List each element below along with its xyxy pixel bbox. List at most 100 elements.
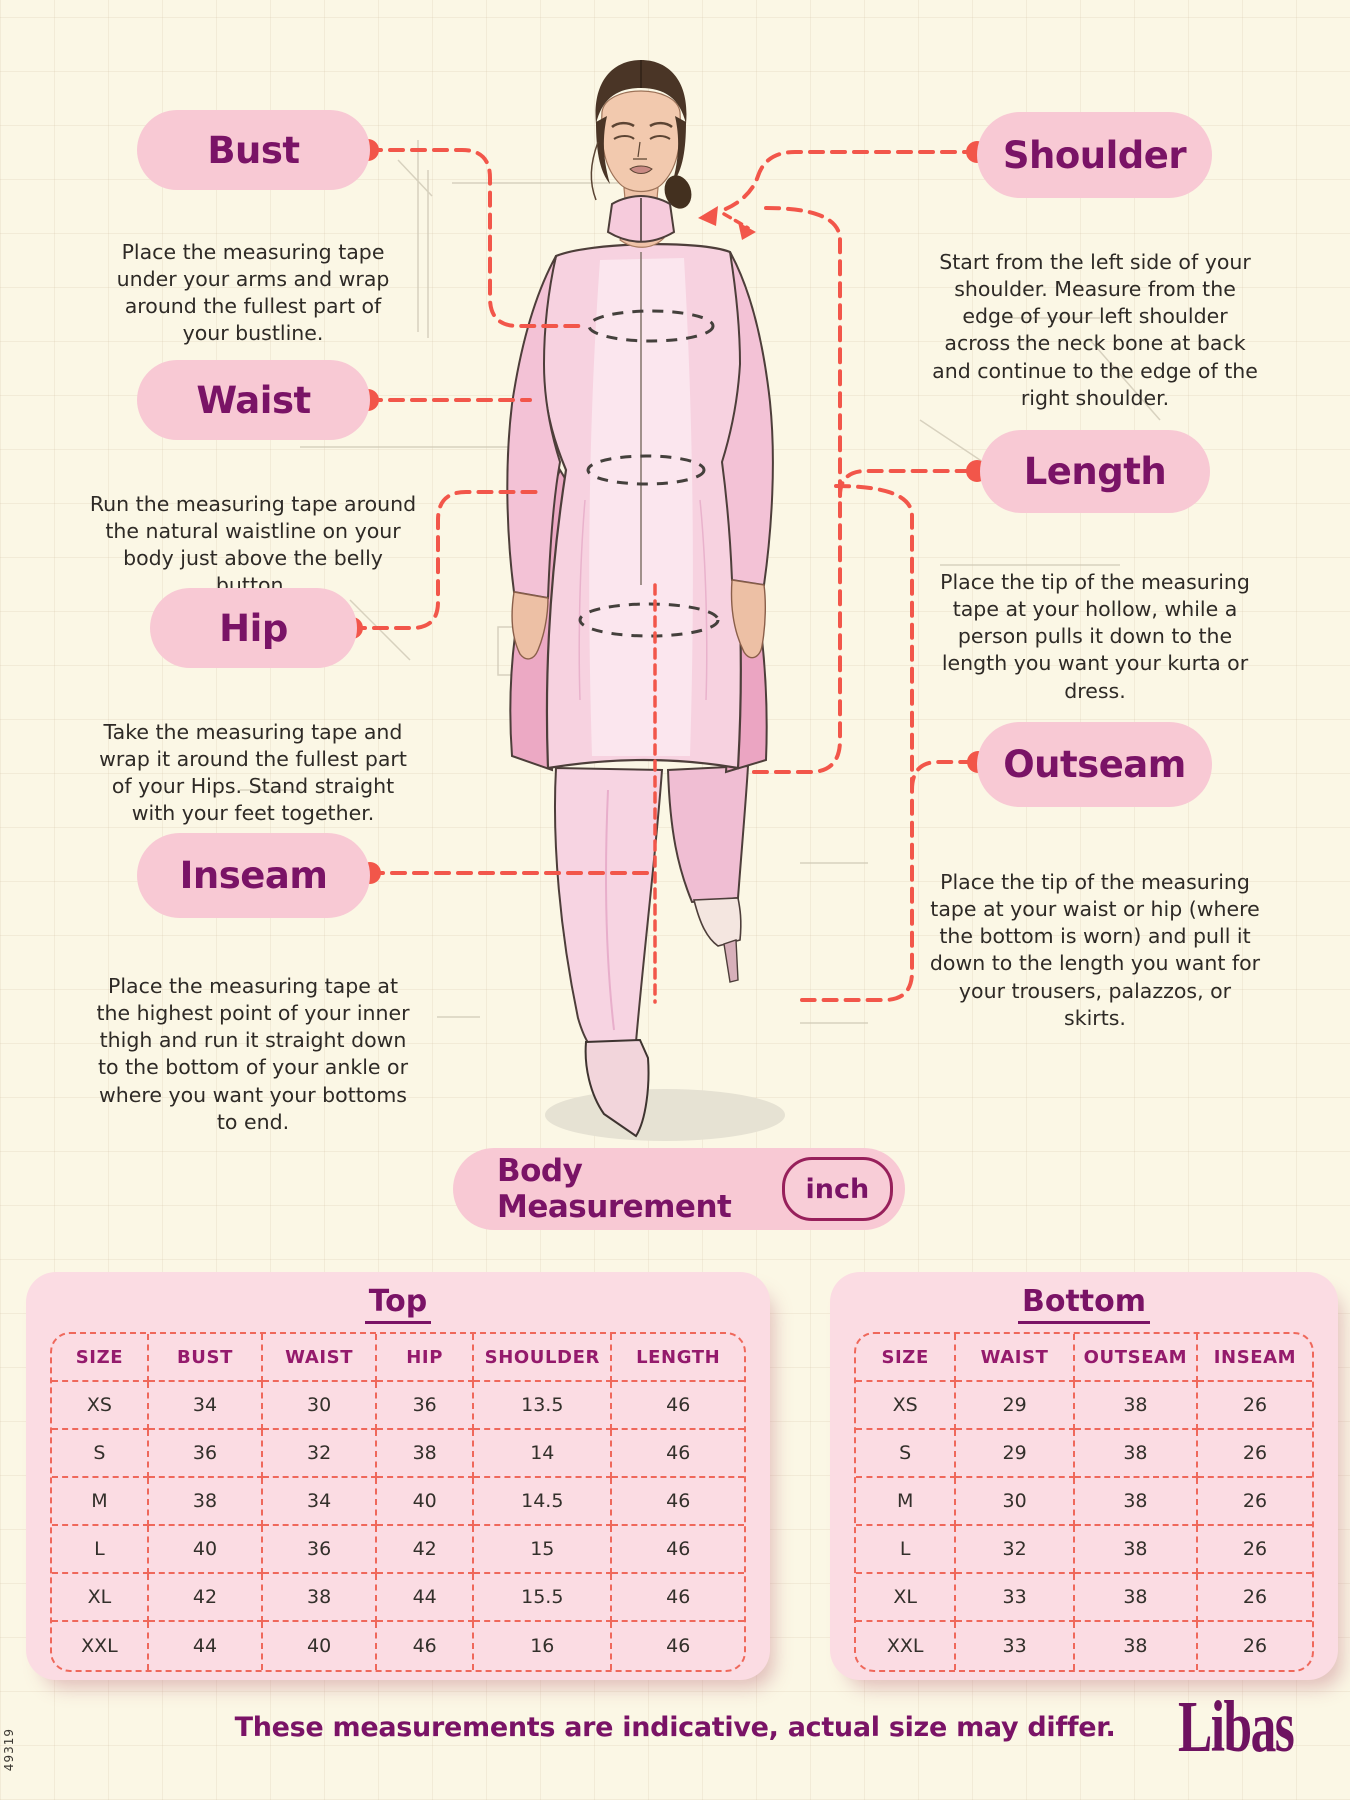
top-size-table-panel: Top SIZE BUST WAIST HIP SHOULDER LENGTH XS 34 30… xyxy=(26,1272,770,1680)
table-cell: XXL xyxy=(856,1622,957,1670)
bust-label-pill: Bust xyxy=(137,110,370,190)
table-header-cell: WAIST xyxy=(956,1334,1075,1382)
table-cell: 42 xyxy=(377,1526,475,1574)
waist-description: Run the measuring tape around the natura… xyxy=(89,491,417,598)
bottom-size-table: SIZE WAIST OUTSEAM INSEAM XS 29 38 26 S 29 38 26 M 30… xyxy=(854,1332,1314,1672)
hip-description: Take the measuring tape and wrap it arou… xyxy=(99,719,407,826)
shoulder-label-pill: Shoulder xyxy=(977,112,1212,198)
table-header-cell: INSEAM xyxy=(1197,1334,1312,1382)
table-cell: XL xyxy=(856,1574,957,1622)
bust-description: Place the measuring tape under your arms… xyxy=(116,239,390,346)
table-cell: 38 xyxy=(377,1430,475,1478)
table-header-cell: SIZE xyxy=(52,1334,149,1382)
table-header-cell: WAIST xyxy=(263,1334,378,1382)
length-label: Length xyxy=(1023,450,1167,493)
table-cell: XS xyxy=(52,1382,149,1430)
shoulder-label: Shoulder xyxy=(1002,133,1187,177)
table-cell: L xyxy=(52,1526,149,1574)
table-header-cell: LENGTH xyxy=(612,1334,744,1382)
table-cell: L xyxy=(856,1526,957,1574)
body-measurement-badge: Body Measurement inch xyxy=(453,1148,905,1230)
table-cell: 36 xyxy=(263,1526,378,1574)
waist-line-ellipse xyxy=(586,454,706,486)
outseam-branch-line xyxy=(910,760,980,792)
table-cell: XS xyxy=(856,1382,957,1430)
outseam-label-pill: Outseam xyxy=(977,722,1212,807)
table-header-cell: OUTSEAM xyxy=(1074,1334,1198,1382)
table-cell: 42 xyxy=(148,1574,264,1622)
measurement-ellipses xyxy=(578,309,720,638)
table-cell: 26 xyxy=(1197,1574,1312,1622)
table-cell: 40 xyxy=(263,1622,378,1670)
bottom-size-table-panel: Bottom SIZE WAIST OUTSEAM INSEAM XS 29 38 26 S 29… xyxy=(830,1272,1338,1680)
table-header-cell: SIZE xyxy=(856,1334,957,1382)
outseam-description: Place the tip of the measuring tape at y… xyxy=(929,869,1261,1030)
table-cell: XXL xyxy=(52,1622,149,1670)
length-branch-line xyxy=(838,469,979,498)
table-cell: 26 xyxy=(1197,1382,1312,1430)
table-cell: 46 xyxy=(377,1622,475,1670)
table-cell: 38 xyxy=(1074,1478,1198,1526)
shoulder-arrowhead-right xyxy=(738,222,756,240)
leader-arrowheads xyxy=(698,206,756,240)
table-cell: 34 xyxy=(263,1478,378,1526)
side-reference-code: 49319 xyxy=(2,1728,16,1772)
bust-line-ellipse xyxy=(587,309,715,343)
table-cell: 15 xyxy=(474,1526,613,1574)
bust-leader-line xyxy=(366,148,588,328)
inseam-label-pill: Inseam xyxy=(137,833,370,918)
table-cell: M xyxy=(856,1478,957,1526)
table-cell: 46 xyxy=(612,1526,744,1574)
ground-shadow xyxy=(545,1089,785,1141)
table-cell: 36 xyxy=(148,1430,264,1478)
table-header-cell: SHOULDER xyxy=(474,1334,613,1382)
table-cell: 38 xyxy=(148,1478,264,1526)
table-cell: 38 xyxy=(1074,1574,1198,1622)
table-cell: 33 xyxy=(956,1574,1075,1622)
table-cell: 13.5 xyxy=(474,1382,613,1430)
table-cell: 14 xyxy=(474,1430,613,1478)
table-cell: 44 xyxy=(149,1622,264,1670)
table-cell: 26 xyxy=(1197,1430,1312,1478)
shoulder-description: Start from the left side of your shoulde… xyxy=(932,249,1258,410)
table-cell: 46 xyxy=(666,1635,691,1657)
length-leader-line xyxy=(746,206,842,774)
table-cell: 44 xyxy=(377,1574,475,1622)
table-cell: 14.5 xyxy=(474,1478,613,1526)
table-cell: 38 xyxy=(1074,1382,1198,1430)
table-cell: 40 xyxy=(148,1526,264,1574)
table-cell: 29 xyxy=(956,1382,1075,1430)
table-cell: 15.5 xyxy=(474,1574,613,1622)
length-label-pill: Length xyxy=(980,430,1210,513)
bottom-table-title: Bottom xyxy=(1017,1284,1151,1324)
inseam-description: Place the measuring tape at the highest … xyxy=(96,973,410,1134)
table-cell: S xyxy=(52,1430,149,1478)
disclaimer-note: These measurements are indicative, actua… xyxy=(234,1712,1116,1743)
shoulder-arrowhead-left xyxy=(698,206,718,226)
outseam-leader-line xyxy=(800,484,914,1002)
top-size-table: SIZE BUST WAIST HIP SHOULDER LENGTH XS 34 30 36 13… xyxy=(50,1332,746,1672)
table-cell: M xyxy=(52,1478,149,1526)
table-cell: 36 xyxy=(377,1382,475,1430)
table-cell: 26 xyxy=(1197,1478,1312,1526)
inseam-label: Inseam xyxy=(179,854,328,897)
hip-leader-line xyxy=(350,490,542,630)
table-cell: 33 xyxy=(956,1622,1075,1670)
table-cell: 46 xyxy=(612,1430,744,1478)
length-description: Place the tip of the measuring tape at y… xyxy=(940,569,1250,703)
hip-line-ellipse xyxy=(578,602,720,638)
table-cell: 46 xyxy=(612,1574,744,1622)
table-cell: S xyxy=(856,1430,957,1478)
table-cell: 38 xyxy=(1074,1526,1198,1574)
table-cell: 16 xyxy=(474,1622,613,1670)
unit-toggle-inch[interactable]: inch xyxy=(781,1157,893,1221)
body-measurement-label: Body Measurement xyxy=(497,1153,732,1225)
table-cell: 46 xyxy=(612,1382,744,1430)
table-cell: 26 xyxy=(1242,1635,1268,1657)
fashion-figure-illustration xyxy=(506,60,785,1141)
table-header-cell: BUST xyxy=(148,1334,264,1382)
table-cell: 40 xyxy=(377,1478,475,1526)
waist-label: Waist xyxy=(196,378,311,422)
